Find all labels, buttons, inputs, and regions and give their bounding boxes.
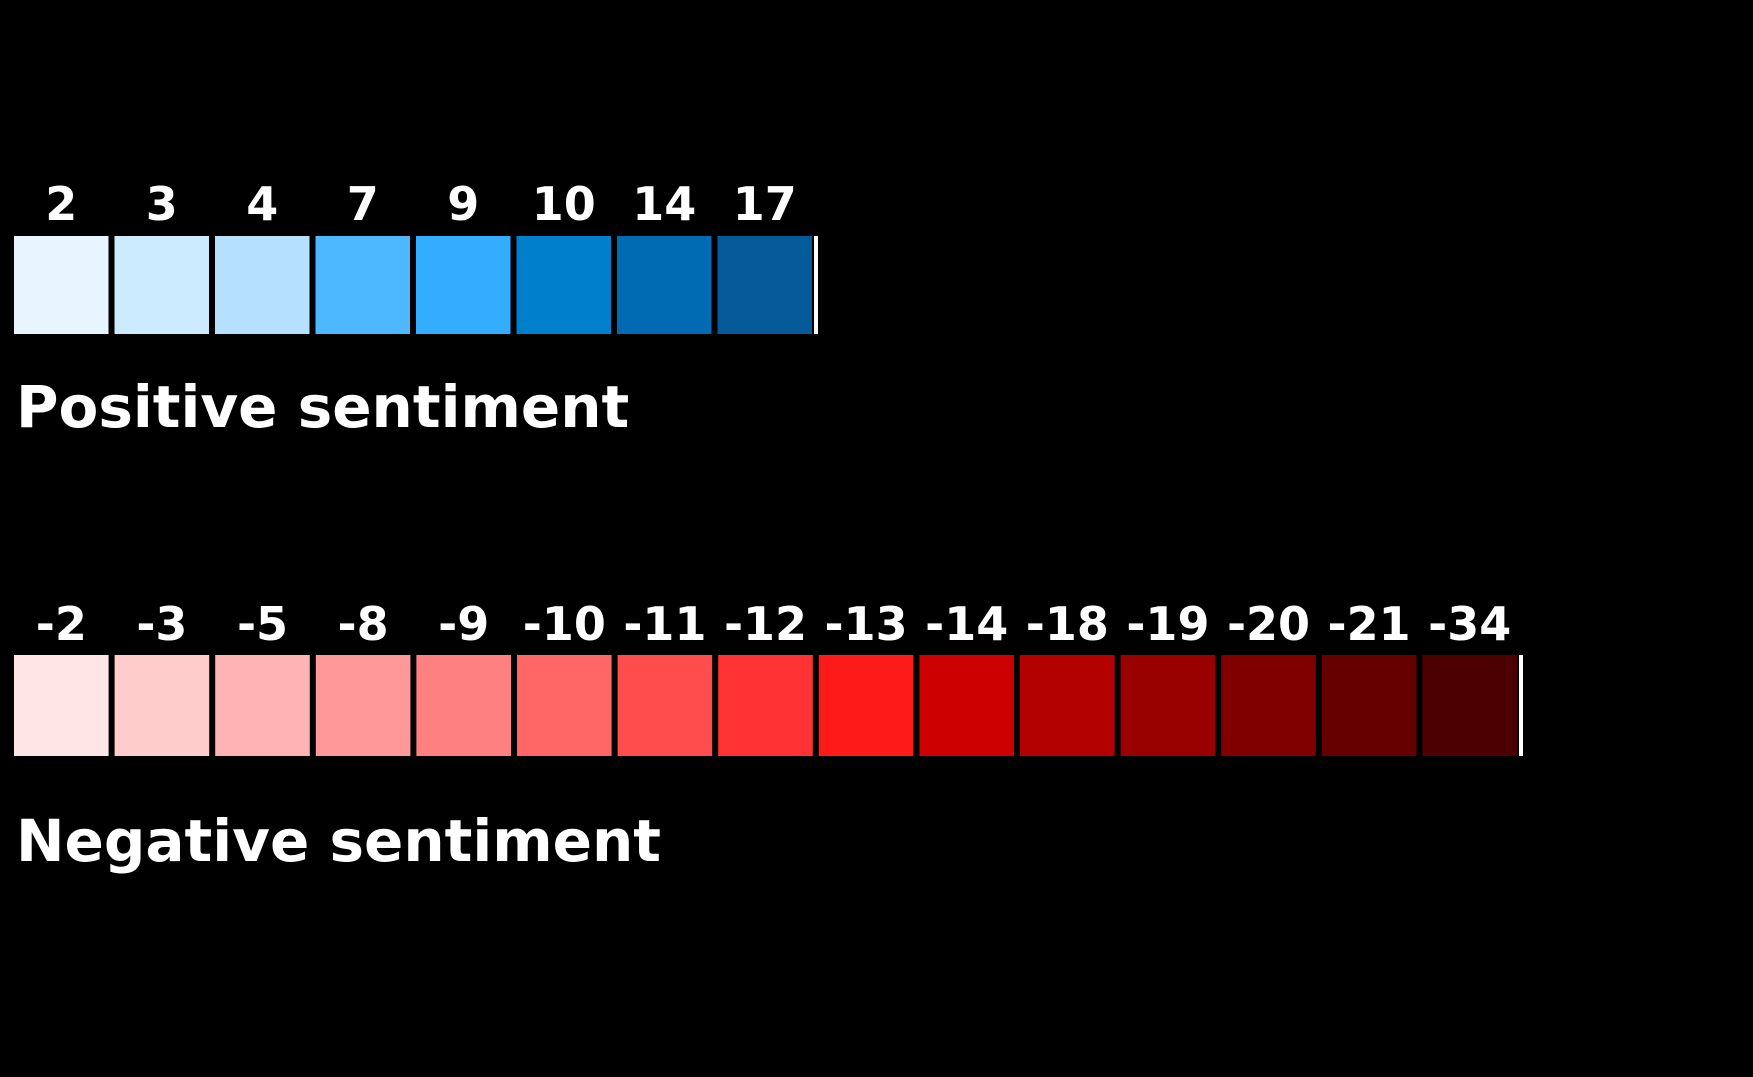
positive-swatch	[617, 236, 712, 334]
negative-swatch	[315, 655, 411, 756]
positive-swatch	[114, 236, 209, 334]
negative-swatch	[1020, 655, 1115, 756]
negative-swatch-label: -3	[136, 597, 187, 651]
negative-swatch	[1422, 655, 1517, 756]
positive-sentiment-title: Positive sentiment	[16, 373, 630, 441]
negative-swatch	[1321, 655, 1417, 756]
positive-swatch	[215, 236, 310, 334]
negative-swatch-label: -2	[36, 597, 87, 651]
negative-swatch-label: -14	[925, 597, 1008, 651]
positive-sentiment-scale: 2 3 4 7 9 10 14 17	[14, 177, 818, 334]
negative-swatch	[1120, 655, 1216, 756]
negative-swatch-label: -13	[825, 597, 908, 651]
negative-swatch-label: -21	[1328, 597, 1411, 651]
negative-swatch	[919, 655, 1014, 756]
negative-swatch	[617, 655, 713, 756]
negative-swatch	[818, 655, 914, 756]
negative-swatch-label: -34	[1428, 597, 1511, 651]
positive-scale-end-marker	[814, 236, 818, 334]
negative-swatch	[517, 655, 612, 756]
positive-swatch-label: 7	[347, 177, 379, 231]
negative-swatch	[114, 655, 210, 756]
negative-swatch-label: -5	[237, 597, 288, 651]
negative-swatch	[14, 655, 109, 756]
positive-swatch-label: 14	[632, 177, 696, 231]
negative-swatch	[1221, 655, 1316, 756]
positive-swatch-label: 4	[246, 177, 278, 231]
negative-swatch-label: -11	[623, 597, 706, 651]
negative-swatch-label: -8	[338, 597, 389, 651]
positive-swatch	[516, 236, 611, 334]
positive-swatch	[416, 236, 511, 334]
negative-sentiment-scale: -2 -3 -5 -8 -9 -10 -11 -12 -13 -14 -18 -19 -20 -21 -34	[14, 597, 1523, 756]
negative-swatch-label: -18	[1026, 597, 1109, 651]
positive-swatch-label: 10	[532, 177, 596, 231]
negative-scale-end-marker	[1519, 655, 1523, 756]
negative-swatch	[416, 655, 511, 756]
positive-swatch-label: 2	[45, 177, 77, 231]
positive-swatch	[717, 236, 812, 334]
negative-swatch-label: -9	[438, 597, 489, 651]
positive-swatch	[14, 236, 109, 334]
positive-swatch	[315, 236, 410, 334]
negative-swatch	[718, 655, 813, 756]
negative-sentiment-title: Negative sentiment	[16, 807, 662, 875]
negative-swatch-label: -20	[1227, 597, 1310, 651]
negative-swatch-label: -10	[523, 597, 606, 651]
negative-swatch	[215, 655, 310, 756]
negative-swatch-label: -12	[724, 597, 807, 651]
positive-swatch-label: 9	[447, 177, 479, 231]
positive-swatch-label: 3	[146, 177, 178, 231]
negative-swatch-label: -19	[1126, 597, 1209, 651]
positive-swatch-label: 17	[733, 177, 797, 231]
